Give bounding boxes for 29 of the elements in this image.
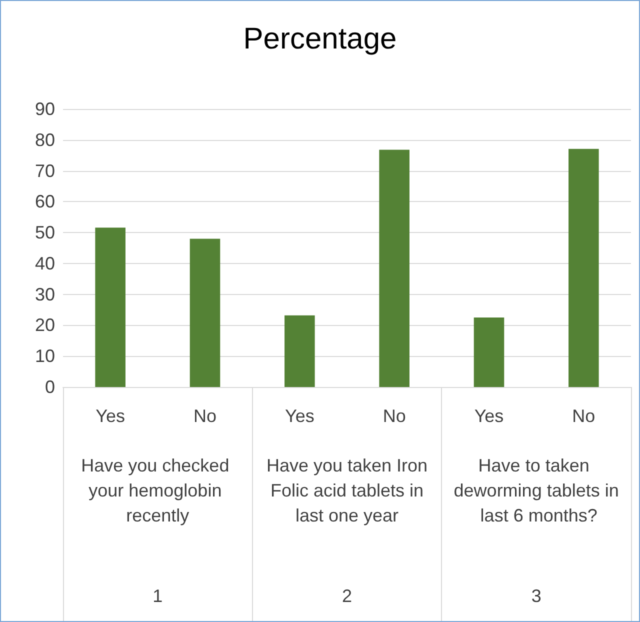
- y-tick-label: 40: [34, 253, 55, 274]
- y-tick-label: 90: [34, 99, 55, 119]
- bar: [95, 228, 126, 387]
- bar: [190, 238, 220, 387]
- text: Have you checked your hemoglobin recently: [81, 456, 234, 526]
- bar: [474, 318, 504, 387]
- text: Have to taken deworming tablets in last 6 months?: [454, 456, 619, 526]
- y-tick-label: 0: [44, 377, 55, 397]
- text: 3: [531, 586, 542, 606]
- chart-title: Percentage: [243, 22, 397, 56]
- bar: [284, 315, 315, 387]
- x-tick-label: No: [382, 406, 406, 426]
- x-tick-label: No: [572, 406, 596, 426]
- y-tick-label: 60: [34, 192, 55, 212]
- y-tick-label: 70: [34, 160, 55, 181]
- text: 1: [152, 586, 163, 606]
- text: Have you taken Iron Folic acid tablets in last one year: [265, 456, 429, 526]
- x-tick-label: No: [193, 406, 217, 426]
- text: 2: [342, 586, 352, 606]
- bar: [568, 148, 599, 387]
- bar: [379, 150, 410, 387]
- x-tick-label: Yes: [474, 406, 504, 426]
- y-tick-label: 30: [34, 284, 55, 304]
- y-tick-label: 20: [34, 315, 55, 336]
- y-tick-label: 80: [34, 130, 55, 150]
- x-tick-label: Yes: [284, 406, 314, 426]
- y-tick-label: 10: [34, 346, 55, 366]
- x-tick-label: Yes: [96, 406, 126, 426]
- y-tick-label: 50: [34, 222, 55, 243]
